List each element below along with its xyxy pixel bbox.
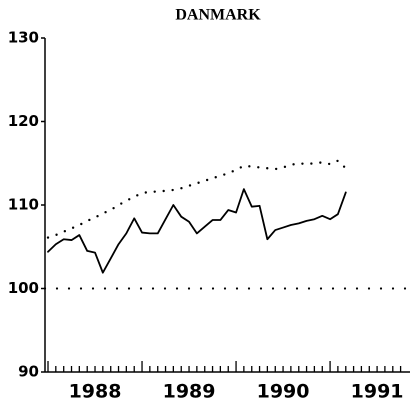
- y-tick-label: 90: [18, 363, 39, 381]
- x-tick-label: 1989: [163, 381, 216, 403]
- dotted-line: [46, 159, 347, 239]
- solid-line: [47, 188, 347, 274]
- y-tick-label: 120: [8, 112, 39, 130]
- x-tick-label: 1988: [69, 381, 122, 403]
- x-tick-label: 1991: [351, 381, 404, 403]
- y-tick-label: 100: [8, 279, 39, 297]
- x-tick-label: 1990: [257, 381, 310, 403]
- y-tick-label: 130: [8, 29, 39, 47]
- y-tick-label: 110: [8, 196, 39, 214]
- chart-title: DANMARK: [175, 7, 261, 24]
